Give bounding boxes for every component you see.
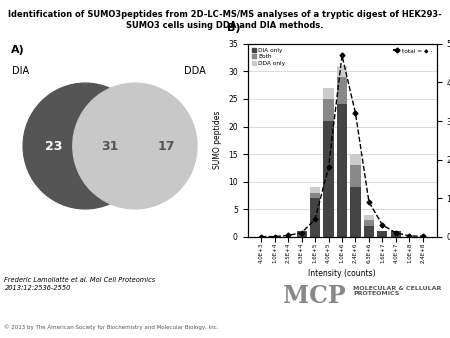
Bar <box>351 187 360 237</box>
Text: 23: 23 <box>45 140 63 152</box>
Text: 17: 17 <box>157 140 175 152</box>
Legend: DIA only, Both, DDA only: DIA only, Both, DDA only <box>250 47 286 67</box>
Text: MOLECULAR & CELLULAR
PROTEOMICS: MOLECULAR & CELLULAR PROTEOMICS <box>353 286 441 296</box>
Bar <box>351 154 360 165</box>
Bar <box>324 121 333 237</box>
Bar <box>324 88 333 99</box>
Text: B): B) <box>227 23 241 33</box>
Bar <box>337 77 347 104</box>
Text: © 2013 by The American Society for Biochemistry and Molecular Biology, Inc.: © 2013 by The American Society for Bioch… <box>4 324 219 330</box>
Y-axis label: SUMO peptides: SUMO peptides <box>213 111 222 169</box>
Ellipse shape <box>23 83 147 209</box>
Bar <box>310 193 320 198</box>
Bar <box>364 220 374 225</box>
Bar <box>364 215 374 220</box>
Bar <box>324 99 333 121</box>
Text: 31: 31 <box>101 140 119 152</box>
Legend: total = ◆ -: total = ◆ - <box>392 47 434 54</box>
Bar <box>337 104 347 237</box>
Bar <box>378 231 387 237</box>
Text: MCP: MCP <box>284 284 346 308</box>
Bar <box>351 165 360 187</box>
Text: A): A) <box>11 45 24 55</box>
Ellipse shape <box>73 83 197 209</box>
X-axis label: Intensity (counts): Intensity (counts) <box>308 269 376 278</box>
Bar <box>391 231 401 237</box>
Bar <box>310 187 320 193</box>
Text: DDA: DDA <box>184 66 206 76</box>
Bar <box>310 198 320 237</box>
Bar <box>337 66 347 77</box>
Text: Frederic Lamoliatte et al. Mol Cell Proteomics
2013;12:2536-2550: Frederic Lamoliatte et al. Mol Cell Prot… <box>4 277 156 290</box>
Bar <box>297 231 306 237</box>
Text: DIA: DIA <box>13 66 30 76</box>
Text: Identification of SUMO3peptides from 2D-LC-MS/MS analyses of a tryptic digest of: Identification of SUMO3peptides from 2D-… <box>8 10 442 29</box>
Bar <box>364 225 374 237</box>
